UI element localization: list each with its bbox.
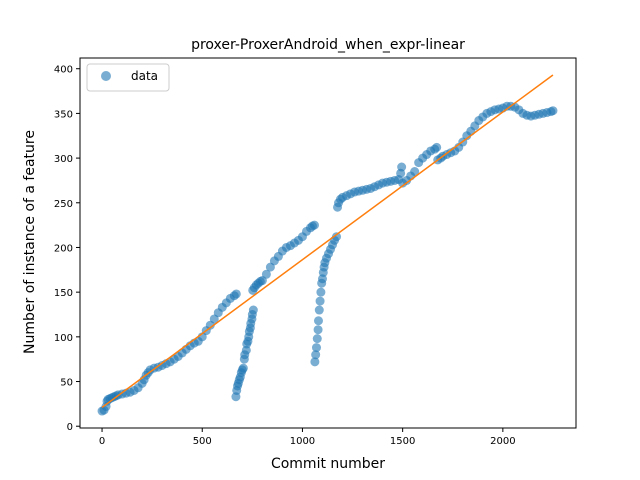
y-tick-label: 350: [54, 109, 73, 120]
data-point: [248, 305, 258, 315]
data-point: [548, 106, 558, 116]
x-tick-label: 2000: [490, 436, 515, 447]
plot-frame: [79, 57, 577, 429]
x-axis-label: Commit number: [271, 456, 385, 472]
data-point: [261, 269, 271, 279]
scatter-points: [97, 101, 558, 416]
y-tick-label: 300: [54, 154, 73, 165]
x-tick-label: 500: [193, 436, 212, 447]
data-point: [315, 296, 325, 306]
data-point: [238, 363, 248, 373]
data-point: [310, 357, 320, 367]
y-tick-label: 0: [67, 422, 73, 433]
data-point: [314, 305, 324, 315]
y-tick-label: 100: [54, 333, 73, 344]
y-tick-label: 50: [60, 378, 73, 389]
data-point: [432, 142, 442, 152]
data-point: [311, 343, 321, 353]
x-tick-label: 0: [99, 436, 105, 447]
data-point: [309, 220, 319, 230]
fit-line: [101, 74, 554, 409]
data-point: [397, 162, 407, 172]
data-point: [313, 325, 323, 335]
data-point: [332, 232, 342, 242]
y-axis-label: Number of instance of a feature: [22, 130, 38, 354]
legend: data: [86, 63, 170, 92]
y-tick-label: 400: [54, 65, 73, 76]
y-tick-label: 150: [54, 288, 73, 299]
axes: 0 500 1000 1500 2000 0 50 100 150 200 250 300 350 400: [54, 57, 577, 447]
data-point: [410, 167, 420, 177]
chart-title: proxer-ProxerAndroid_when_expr-linear: [191, 37, 465, 53]
y-tick-label: 250: [54, 199, 73, 210]
data-point: [313, 316, 323, 326]
data-point: [311, 350, 321, 360]
x-tick-label: 1000: [290, 436, 315, 447]
y-tick-label: 200: [54, 243, 73, 254]
data-point: [312, 334, 322, 344]
fit-line-path: [101, 74, 554, 409]
data-point: [316, 287, 326, 297]
legend-label-data: data: [131, 69, 158, 83]
legend-marker-data: [101, 71, 111, 81]
x-tick-label: 1500: [390, 436, 415, 447]
data-point: [231, 289, 241, 299]
legend-box: [86, 63, 170, 92]
